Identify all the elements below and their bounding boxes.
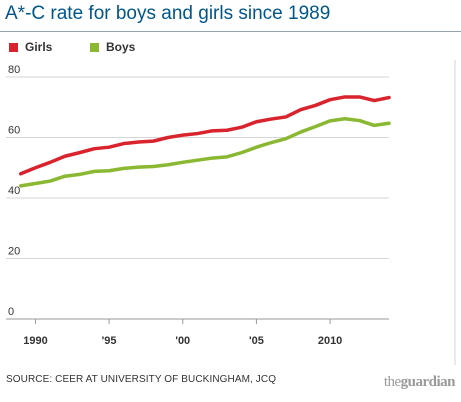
grid-lines [6, 60, 456, 365]
legend-item-boys: Boys [90, 40, 135, 54]
x-tick-label-2000: '00 [175, 335, 190, 347]
legend-swatch-girls [9, 42, 18, 52]
x-tick-label-2005: '05 [249, 335, 264, 347]
y-tick-label-20: 20 [8, 246, 20, 258]
series-line-girls [18, 95, 391, 176]
y-axis-tick-labels: 0 20 40 60 80 [8, 64, 20, 318]
title-divider [0, 31, 461, 32]
legend-swatch-boys [90, 42, 99, 52]
logo-the: the [383, 374, 401, 390]
legend-item-girls: Girls [9, 40, 52, 54]
series-lines [18, 95, 391, 188]
series-line-boys [18, 117, 391, 188]
y-tick-label-0: 0 [8, 306, 14, 318]
legend-label-boys: Boys [106, 40, 136, 54]
x-tick-label-2010: 2010 [318, 335, 342, 347]
x-axis-ticks: 1990 '95 '00 '05 2010 [23, 319, 342, 347]
x-tick-label-1995: '95 [102, 335, 117, 347]
source-note: SOURCE: CEER AT UNIVERSITY OF BUCKINGHAM… [6, 374, 277, 385]
chart-title: A*-C rate for boys and girls since 1989 [5, 3, 331, 24]
y-tick-label-40: 40 [8, 185, 20, 197]
legend-label-girls: Girls [25, 40, 53, 54]
x-tick-label-1990: 1990 [23, 335, 47, 347]
logo-guardian: guardian [400, 374, 456, 390]
guardian-logo: theguardian [383, 374, 456, 391]
y-tick-label-60: 60 [8, 125, 20, 137]
y-tick-label-80: 80 [8, 64, 20, 76]
line-chart: 0 20 40 60 80 1990 '95 '00 '05 2010 [6, 60, 456, 365]
